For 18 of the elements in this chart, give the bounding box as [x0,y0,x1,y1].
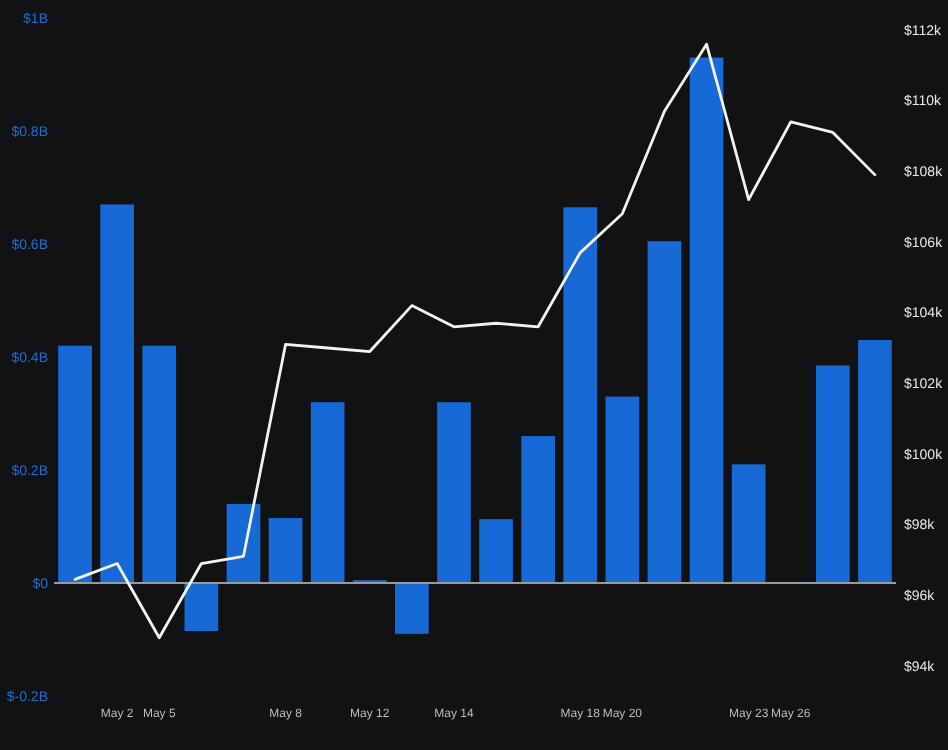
bar [395,583,429,634]
bar [858,340,892,583]
bar [647,241,682,583]
bar [58,345,92,583]
bar [310,402,345,583]
bar [731,464,766,583]
bar [184,583,219,632]
bar [437,402,471,583]
bar [268,518,303,583]
bar [100,204,134,583]
bar [521,436,555,583]
bar [479,519,513,583]
bar [689,57,724,583]
bar [563,207,598,583]
bar [605,396,640,583]
bar [142,345,177,583]
bar [816,365,850,583]
line-series [73,42,877,640]
